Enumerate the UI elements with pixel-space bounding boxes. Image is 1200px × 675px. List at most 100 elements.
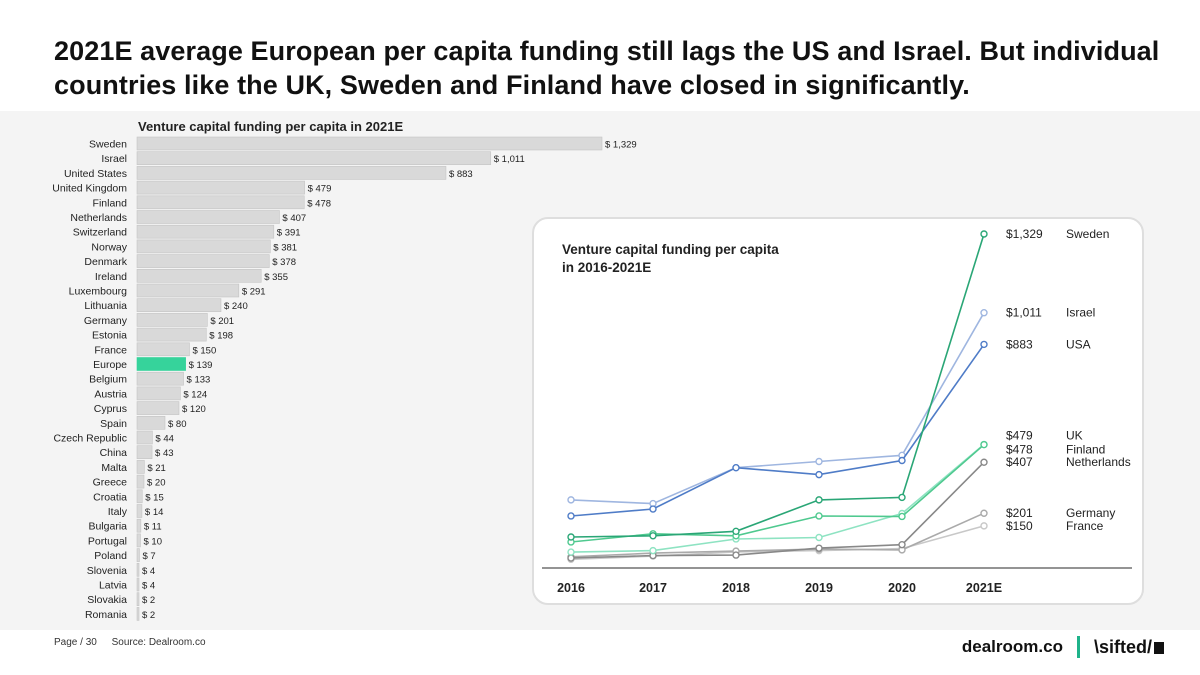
bar-lithuania (136, 298, 222, 312)
bar-category-label: Czech Republic (53, 433, 127, 445)
bar-value-label: $ 4 (142, 566, 155, 577)
bar-value-label: $ 240 (224, 301, 248, 312)
bar-category-label: Estonia (92, 330, 127, 342)
bar-value-label: $ 43 (155, 448, 174, 459)
line-chart-title: Venture capital funding per capita (562, 242, 779, 257)
bar-united-states (136, 166, 447, 180)
bar-category-label: Austria (94, 388, 127, 400)
series-point-france (980, 522, 988, 530)
bar-value-label: $ 20 (147, 478, 166, 489)
dealroom-logo: dealroom.co (961, 637, 1063, 656)
series-line-netherlands (570, 461, 985, 559)
bar-category-label: Bulgaria (88, 521, 127, 533)
bar-value-label: $ 381 (273, 242, 297, 253)
bar-category-label: Netherlands (70, 212, 127, 224)
bar-estonia (136, 327, 207, 342)
bar-category-label: Spain (100, 418, 127, 430)
line-chart-title: in 2016-2021E (562, 260, 651, 275)
series-line-germany (570, 512, 985, 558)
series-line-sweden (570, 233, 985, 538)
series-line-uk (570, 443, 985, 553)
series-point-germany (980, 509, 988, 517)
logo-divider (1076, 636, 1080, 658)
bar-ireland (136, 269, 262, 283)
series-point-finland (898, 512, 906, 521)
bar-bulgaria (136, 518, 142, 533)
bar-category-label: Ireland (95, 271, 127, 283)
series-point-sweden (732, 527, 740, 536)
bar-greece (136, 474, 145, 489)
x-tick-label: 2016 (557, 581, 585, 595)
bar-category-label: Belgium (89, 374, 127, 386)
series-point-uk (649, 546, 657, 555)
bar-category-label: Slovenia (87, 565, 127, 577)
footer: Page / 30 Source: Dealroom.co (54, 637, 218, 648)
sifted-box-icon (1154, 641, 1164, 654)
series-end-value: $1,011 (1006, 306, 1042, 320)
bar-value-label: $ 44 (155, 434, 174, 445)
bar-category-label: Greece (93, 477, 128, 489)
bar-value-label: $ 355 (264, 272, 288, 283)
series-name-label: Netherlands (1066, 455, 1131, 469)
bar-europe (136, 357, 186, 371)
bar-malta (136, 460, 145, 474)
series-name-label: Germany (1066, 506, 1115, 520)
bar-chart: Venture capital funding per capita in 20… (52, 119, 636, 621)
bar-value-label: $ 21 (147, 463, 166, 474)
series-point-israel (815, 457, 823, 466)
bar-category-label: Denmark (84, 256, 127, 268)
series-point-sweden (649, 532, 657, 540)
bar-latvia (136, 577, 140, 592)
series-end-value: $150 (1006, 519, 1033, 533)
bar-category-label: Finland (93, 197, 128, 209)
series-point-netherlands (815, 544, 823, 552)
bar-category-label: China (100, 447, 128, 459)
series-point-finland (980, 440, 988, 449)
bar-france (136, 342, 190, 357)
sifted-logo-text: \sifted/ (1093, 636, 1152, 657)
series-point-usa (898, 456, 906, 465)
bar-category-label: Poland (94, 550, 127, 562)
bar-value-label: $ 11 (144, 522, 162, 533)
bar-category-label: Italy (108, 506, 128, 518)
bar-category-label: United States (64, 168, 127, 180)
x-tick-label: 2018 (722, 581, 750, 595)
bar-value-label: $ 139 (189, 360, 213, 371)
bar-value-label: $ 478 (307, 198, 331, 209)
series-name-label: Finland (1066, 443, 1105, 457)
bar-value-label: $ 80 (168, 419, 187, 430)
bar-luxembourg (136, 283, 240, 298)
series-point-sweden (980, 230, 988, 238)
bar-category-label: United Kingdom (52, 183, 127, 195)
bar-spain (136, 415, 166, 430)
series-name-label: Israel (1066, 306, 1095, 320)
bar-category-label: Croatia (93, 491, 127, 503)
bar-sweden (136, 136, 603, 151)
series-end-value: $883 (1006, 337, 1033, 351)
bar-austria (136, 386, 181, 401)
bar-belgium (136, 371, 184, 386)
bar-value-label: $ 2 (142, 610, 155, 621)
series-point-israel (567, 496, 575, 504)
bar-category-label: Latvia (99, 580, 127, 592)
series-end-value: $478 (1006, 443, 1033, 457)
bar-category-label: Switzerland (73, 227, 127, 239)
series-point-netherlands (732, 551, 740, 559)
bar-value-label: $ 378 (272, 257, 296, 268)
series-point-netherlands (898, 540, 906, 549)
bar-category-label: Lithuania (84, 300, 127, 312)
source-note: Source: Dealroom.co (111, 637, 206, 648)
series-point-usa (567, 512, 575, 520)
bar-value-label: $ 479 (308, 184, 332, 195)
bar-category-label: Europe (93, 359, 127, 371)
page-number: Page / 30 (54, 637, 97, 648)
series-point-uk (815, 533, 823, 542)
bar-finland (136, 195, 305, 210)
series-point-israel (980, 309, 988, 317)
series-point-usa (980, 340, 988, 349)
bar-value-label: $ 124 (183, 389, 207, 400)
series-end-value: $479 (1006, 428, 1033, 442)
bar-italy (136, 504, 143, 518)
bar-slovakia (136, 592, 140, 607)
bar-china (136, 445, 153, 460)
